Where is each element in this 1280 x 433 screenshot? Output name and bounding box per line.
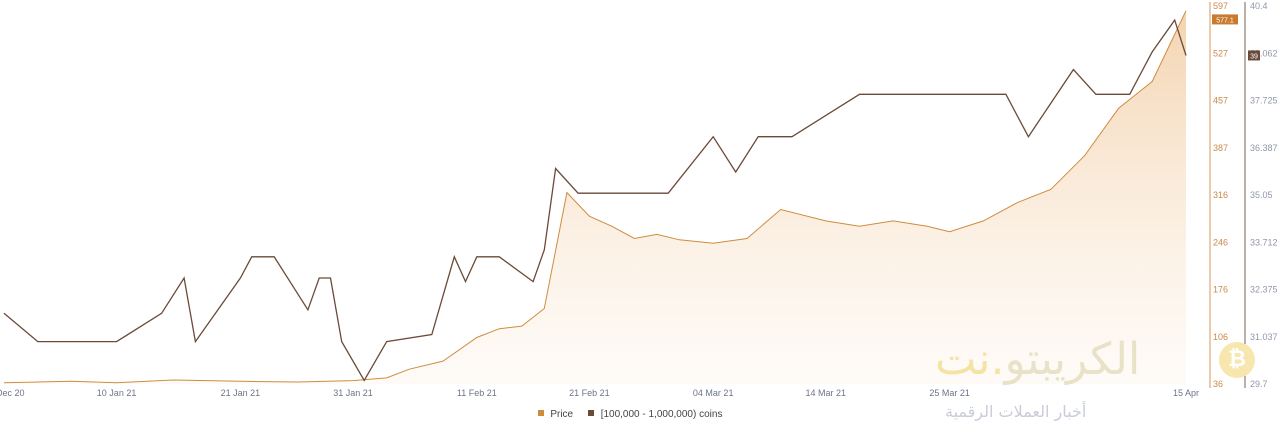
left-axis-tick-label: 597 bbox=[1213, 1, 1228, 11]
chart-axes: 597 527 457 387 316 246 176 106 36 40.4 39.062 37.7… bbox=[0, 1, 1278, 398]
chart-legend: Price [100,000 - 1,000,000) coins bbox=[0, 409, 1260, 420]
watermark-logo-word: الكريبتو bbox=[1004, 334, 1141, 385]
right-axis-tick-label: 39.062 bbox=[1250, 48, 1278, 58]
right-axis-tick-label: 31.037 bbox=[1250, 332, 1278, 342]
legend-label-holders: [100,000 - 1,000,000) coins bbox=[600, 409, 723, 420]
legend-item-price[interactable]: Price bbox=[537, 409, 574, 420]
legend-label-price: Price bbox=[550, 409, 574, 420]
left-axis-tick-label: 106 bbox=[1213, 332, 1228, 342]
x-axis-tick-label: 14 Mar 21 bbox=[806, 388, 847, 398]
x-axis-tick-label: 21 Jan 21 bbox=[221, 388, 261, 398]
left-axis-tick-label: 36 bbox=[1213, 379, 1223, 389]
price-area bbox=[4, 10, 1186, 384]
x-axis-tick-label: 21 Feb 21 bbox=[569, 388, 610, 398]
holders-current-badge-label: 39 bbox=[1250, 53, 1258, 60]
x-axis-tick-label: 31 Jan 21 bbox=[333, 388, 373, 398]
right-axis-tick-label: 32.375 bbox=[1250, 285, 1278, 295]
watermark-logo: الكريبتو.نت bbox=[935, 330, 1140, 390]
x-axis-tick-label: 11 Feb 21 bbox=[457, 388, 497, 398]
right-axis-tick-label: 37.725 bbox=[1250, 96, 1278, 106]
watermark-tagline: أخبار العملات الرقمية bbox=[945, 402, 1087, 421]
left-axis-tick-label: 246 bbox=[1213, 237, 1228, 247]
price-current-badge bbox=[1212, 14, 1238, 25]
holders-series-line bbox=[3, 18, 1187, 382]
left-axis-tick-label: 176 bbox=[1213, 285, 1228, 295]
right-axis-tick-label: 29.7 bbox=[1250, 379, 1268, 389]
left-axis-tick-label: 457 bbox=[1213, 96, 1228, 106]
right-axis-tick-label: 35.05 bbox=[1250, 190, 1273, 200]
watermark: الكريبتو.نت ₿ أخبار العملات الرقمية bbox=[935, 330, 1280, 433]
left-axis-tick-label: 316 bbox=[1213, 190, 1228, 200]
current-value-badges: 577.1 39 bbox=[1212, 14, 1260, 61]
x-axis-tick-label: 25 Mar 21 bbox=[929, 388, 970, 398]
watermark-logo-suffix: .نت bbox=[935, 334, 1005, 385]
price-current-badge-label: 577.1 bbox=[1216, 17, 1234, 24]
left-axis-tick-label: 527 bbox=[1213, 48, 1228, 58]
chart-series bbox=[3, 10, 1187, 384]
right-axis-tick-label: 40.4 bbox=[1250, 1, 1268, 11]
right-axis-tick-label: 33.712 bbox=[1250, 237, 1278, 247]
legend-swatch-holders bbox=[587, 410, 594, 417]
legend-swatch-price bbox=[537, 410, 544, 417]
x-axis-tick-label: 31 Dec 20 bbox=[0, 388, 25, 398]
left-axis-tick-label: 387 bbox=[1213, 143, 1228, 153]
bitcoin-icon: ₿ bbox=[1219, 342, 1255, 378]
price-series-line bbox=[3, 10, 1187, 384]
legend-item-holders[interactable]: [100,000 - 1,000,000) coins bbox=[587, 409, 723, 420]
x-axis-tick-label: 10 Jan 21 bbox=[97, 388, 137, 398]
right-axis-tick-label: 36.387 bbox=[1250, 143, 1278, 153]
x-axis-tick-label: 04 Mar 21 bbox=[693, 388, 734, 398]
x-axis-tick-label: 15 Apr bbox=[1173, 388, 1199, 398]
holders-current-badge bbox=[1248, 50, 1260, 61]
